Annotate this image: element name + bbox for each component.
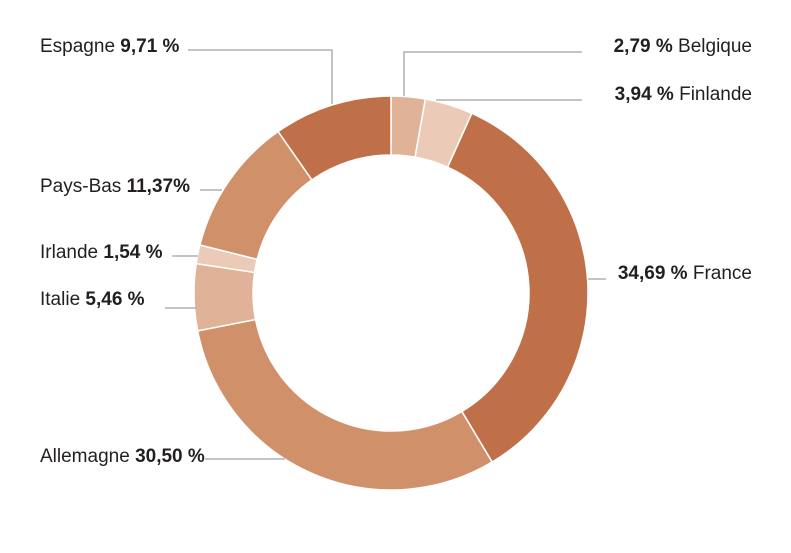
slices-group [193,95,589,491]
leader-line-espagne [188,49,333,104]
label-value-allemagne: 30,50 % [135,446,205,467]
label-value-finlande: 3,94 % [615,84,679,105]
slice-italie [193,262,257,332]
label-name-france: France [693,263,752,284]
labels-group: 2,79 % Belgique 3,94 % Finlande 34,69 % Fr… [40,36,752,467]
label-name-irlande: Irlande [40,242,103,263]
label-name-espagne: Espagne [40,36,120,57]
slice-espagne [277,95,392,181]
slice-france [446,112,589,464]
label-name-italie: Italie [40,289,85,310]
label-value-belgique: 2,79 % [614,36,678,57]
label-name-allemagne: Allemagne [40,446,135,467]
label-value-france: 34,69 % [618,263,693,284]
label-finlande: 3,94 % Finlande [615,84,752,105]
label-espagne: Espagne 9,71 % [40,36,180,57]
label-name-belgique: Belgique [678,36,752,57]
label-name-finlande: Finlande [679,84,752,105]
leader-line-belgique [403,51,582,96]
label-value-espagne: 9,71 % [120,36,179,57]
leader-lines-group [165,49,606,460]
label-value-irlande: 1,54 % [103,242,162,263]
slice-allemagne [196,318,494,491]
label-value-italie: 5,46 % [85,289,144,310]
label-allemagne: Allemagne 30,50 % [40,446,205,467]
label-irlande: Irlande 1,54 % [40,242,163,263]
label-value-pays-bas: 11,37% [127,176,190,197]
label-name-pays-bas: Pays-Bas [40,176,127,197]
label-france: 34,69 % France [618,263,752,284]
label-italie: Italie 5,46 % [40,289,145,310]
label-belgique: 2,79 % Belgique [614,36,752,57]
label-pays-bas: Pays-Bas 11,37% [40,176,190,197]
